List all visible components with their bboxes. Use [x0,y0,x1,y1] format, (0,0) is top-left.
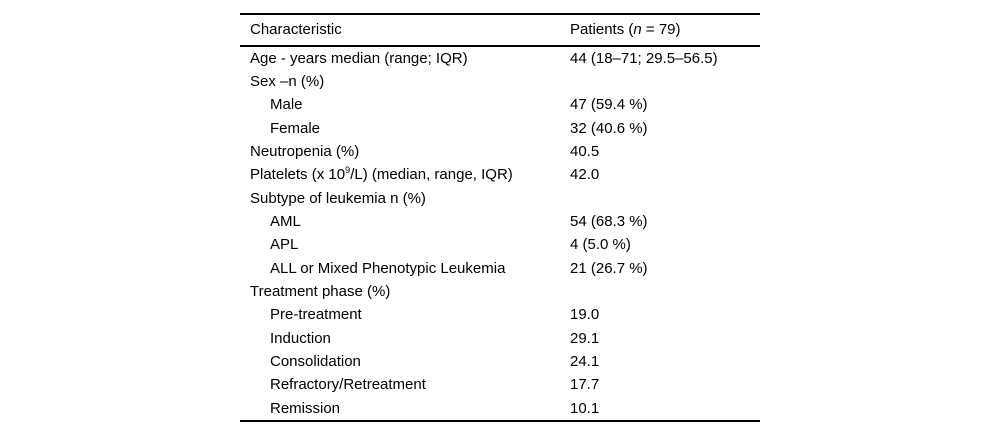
row-label: Sex –n (%) [250,73,325,91]
table-body: Age - years median (range; IQR) 44 (18–71… [240,47,760,421]
row-label: Remission [270,399,341,417]
row-label: Subtype of leukemia n (%) [250,189,426,207]
table-row: Remission 10.1 [240,397,760,420]
table-row: Age - years median (range; IQR) 44 (18–71… [240,47,760,70]
row-value: 54 (68.3 %) [570,213,648,231]
table-row: Pre-treatment 19.0 [240,303,760,326]
row-label: AML [270,213,301,231]
table-rule-top [240,13,760,15]
table-row: Treatment phase (%) [240,280,760,303]
column-header-characteristic: Characteristic [250,21,342,38]
table-row: APL 4 (5.0 %) [240,233,760,256]
row-label: Female [270,119,321,137]
row-value: 24.1 [570,353,600,371]
row-label: Treatment phase (%) [250,283,391,301]
row-value: 47 (59.4 %) [570,96,648,114]
table-row: Sex –n (%) [240,70,760,93]
row-value: 44 (18–71; 29.5–56.5) [570,49,718,67]
row-label: Refractory/Retreatment [270,376,426,394]
row-value: 4 (5.0 %) [570,236,631,254]
row-label: Pre-treatment [270,306,362,324]
table-rule-bottom [240,420,760,422]
table-row: Male 47 (59.4 %) [240,93,760,116]
table-rule-header-separator [240,44,760,47]
row-label: Neutropenia (%) [250,143,360,161]
table-header-row: Characteristic Patients (n = 79) [240,15,760,45]
table-row: Induction 29.1 [240,327,760,350]
row-value: 32 (40.6 %) [570,119,648,137]
row-label: Platelets (x 109/L) (median, range, IQR) [250,165,513,184]
row-value: 17.7 [570,376,600,394]
table-row: Platelets (x 109/L) (median, range, IQR)… [240,163,760,186]
column-header-patients: Patients (n = 79) [570,21,681,38]
table-row: Neutropenia (%) 40.5 [240,140,760,163]
row-label: Male [270,96,303,114]
row-value: 29.1 [570,329,600,347]
table-row: Female 32 (40.6 %) [240,117,760,140]
table-row: Refractory/Retreatment 17.7 [240,373,760,396]
table-row: ALL or Mixed Phenotypic Leukemia 21 (26.7… [240,257,760,280]
table-row: Consolidation 24.1 [240,350,760,373]
table-row: AML 54 (68.3 %) [240,210,760,233]
row-label: Consolidation [270,353,361,371]
row-value: 42.0 [570,166,600,184]
row-value: 10.1 [570,399,600,417]
row-label: Age - years median (range; IQR) [250,49,468,67]
row-value: 40.5 [570,143,600,161]
row-value: 19.0 [570,306,600,324]
row-label: APL [270,236,299,254]
row-value: 21 (26.7 %) [570,259,648,277]
table-row: Subtype of leukemia n (%) [240,187,760,210]
row-label: Induction [270,329,331,347]
row-label: ALL or Mixed Phenotypic Leukemia [270,259,506,277]
patient-characteristics-table: Characteristic Patients (n = 79) Age - y… [240,13,760,422]
